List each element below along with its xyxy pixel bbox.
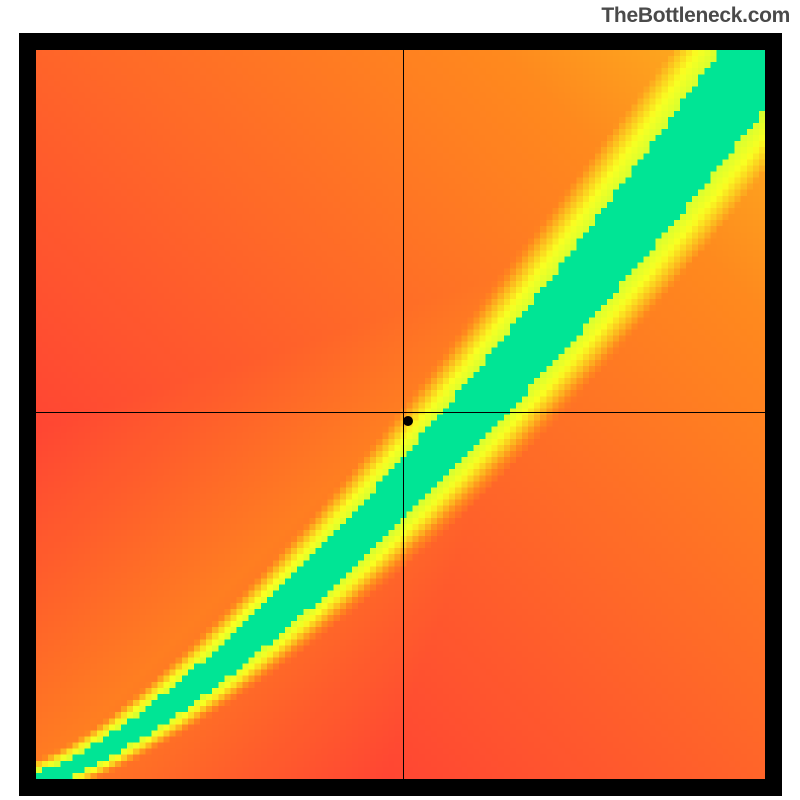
watermark-text: TheBottleneck.com (601, 4, 790, 28)
chart-frame (19, 33, 782, 796)
plot-area (36, 50, 765, 779)
heatmap-canvas (36, 50, 765, 779)
